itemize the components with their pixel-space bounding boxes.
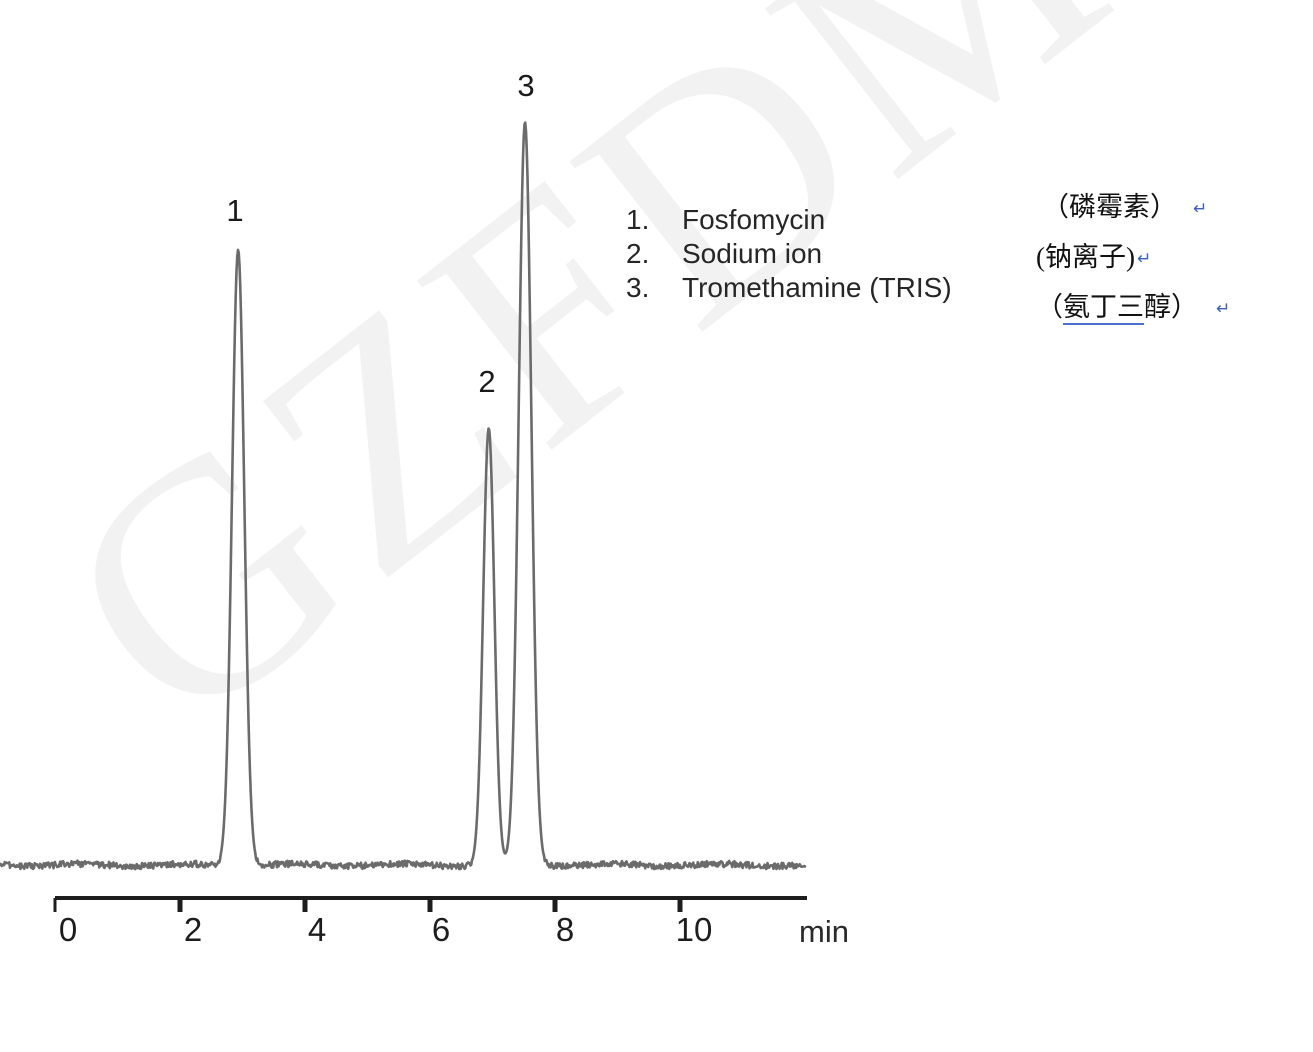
- legend-item-2-label: Sodium ion: [682, 238, 823, 269]
- cn-annotation-1-before: （磷霉素）: [1042, 192, 1177, 222]
- legend-item-3: 3. Tromethamine (TRIS): [626, 271, 952, 305]
- peak-label-3: 3: [517, 68, 535, 103]
- peak-label-1: 1: [226, 193, 244, 228]
- cn-annotation-3-after: 醇）: [1144, 292, 1198, 322]
- pilcrow-icon-1: ↵: [1193, 199, 1208, 218]
- cn-annotation-3-text: （氨丁三醇）: [1036, 284, 1198, 330]
- pilcrow-icon-2: ↵: [1136, 249, 1152, 268]
- cn-annotation-2-before: (钠离子): [1036, 242, 1135, 272]
- peak-label-2: 2: [478, 364, 496, 399]
- legend-item-2-number: 2.: [626, 238, 650, 269]
- x-tick-label-8: 8: [555, 911, 575, 948]
- legend-item-3-label: Tromethamine (TRIS): [682, 272, 952, 303]
- legend-item-1: 1. Fosfomycin: [626, 203, 952, 237]
- pilcrow-icon-3: ↵: [1216, 299, 1231, 318]
- x-axis-unit-label: min: [799, 914, 849, 949]
- legend-item-2: 2. Sodium ion: [626, 237, 952, 271]
- x-tick-label-10: 10: [675, 911, 713, 948]
- x-tick-label-0: 0: [58, 911, 78, 948]
- chinese-annotations: （磷霉素） ↵ (钠离子) ↵ （氨丁三醇） ↵: [1036, 184, 1230, 334]
- legend: 1. Fosfomycin 2. Sodium ion 3. Trometham…: [626, 203, 952, 305]
- x-tick-label-2: 2: [183, 911, 203, 948]
- cn-annotation-3-underlined: 氨丁三: [1063, 292, 1144, 325]
- x-tick-label-4: 4: [307, 911, 327, 948]
- cn-annotation-1: （磷霉素） ↵: [1036, 184, 1230, 234]
- legend-item-3-number: 3.: [626, 272, 650, 303]
- x-axis: [53, 896, 807, 912]
- cn-annotation-3-before: （: [1036, 292, 1063, 322]
- cn-annotation-1-text: （磷霉素）: [1042, 184, 1177, 230]
- x-tick-label-6: 6: [431, 911, 451, 948]
- cn-annotation-3: （氨丁三醇） ↵: [1036, 284, 1230, 334]
- legend-item-1-number: 1.: [626, 204, 650, 235]
- detector-trace: [0, 121, 807, 871]
- cn-annotation-2-text: (钠离子): [1036, 234, 1135, 280]
- x-axis-ticks: [53, 898, 683, 912]
- legend-item-1-label: Fosfomycin: [682, 204, 826, 235]
- cn-annotation-2: (钠离子) ↵: [1036, 234, 1230, 284]
